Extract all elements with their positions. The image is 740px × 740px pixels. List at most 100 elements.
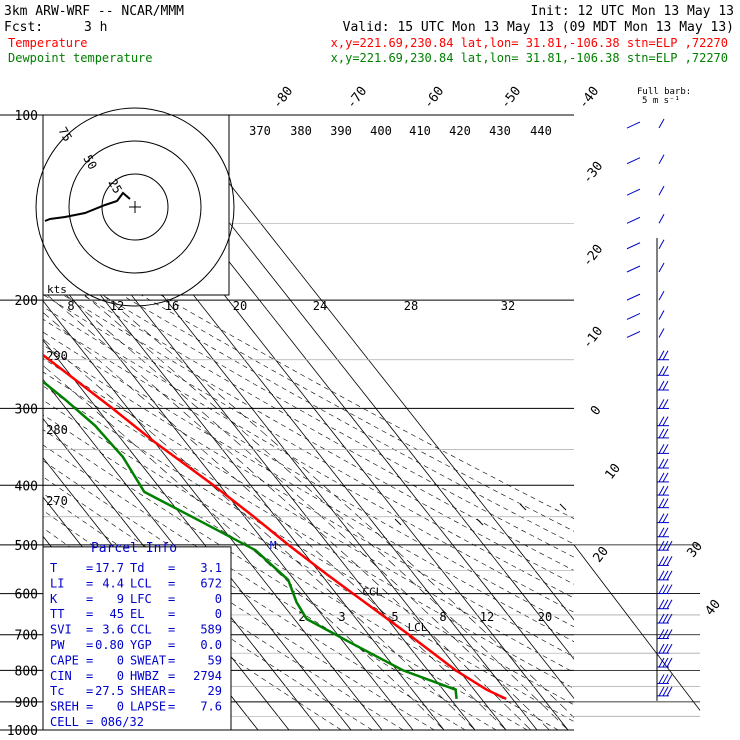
theta-label: 380	[290, 124, 312, 138]
parcel-field-value: 27.5	[95, 684, 124, 698]
parcel-field-value: 0	[117, 700, 124, 714]
profile-annotation: M	[270, 539, 277, 552]
parcel-field-value: 0	[117, 669, 124, 683]
wind-barb	[657, 556, 673, 566]
barb-flag	[658, 498, 665, 508]
pressure-tick-label: 800	[15, 664, 38, 679]
pressure-tick-label: 600	[15, 588, 38, 603]
barb-flag	[662, 444, 669, 454]
barb-flag	[658, 428, 665, 439]
parcel-field-value: 59	[208, 653, 222, 667]
isotherm-label: -80	[270, 84, 296, 112]
wind-barb	[657, 485, 669, 496]
isotherm-label: -50	[498, 84, 524, 112]
hodograph-trace	[44, 191, 131, 222]
wind-barbs	[394, 118, 673, 697]
barb-staff	[626, 121, 641, 129]
mixing-ratio-label: 20	[538, 610, 552, 624]
barb-staff	[626, 312, 641, 320]
wind-barb	[657, 472, 669, 483]
wind-barb	[657, 584, 673, 595]
model-title: 3km ARW-WRF -- NCAR/MMM	[4, 4, 184, 19]
parcel-field-label: SVI	[50, 623, 72, 637]
parcel-equals: =	[168, 700, 175, 714]
barb-flag	[662, 458, 669, 469]
wind-barb	[626, 239, 665, 250]
parcel-field-label: PW	[50, 638, 65, 652]
barb-flag	[658, 584, 665, 594]
barb-flag	[662, 350, 669, 360]
valid-time: Valid: 15 UTC Mon 13 May 13 (09 MDT Mon …	[343, 20, 734, 35]
barb-flag	[658, 570, 665, 581]
isotherm	[43, 261, 414, 730]
parcel-equals: =	[168, 684, 175, 698]
wind-barb	[626, 262, 665, 273]
parcel-field-label: SWEAT	[130, 653, 166, 667]
barb-flag	[666, 629, 673, 639]
barb-flag	[658, 366, 665, 376]
wind-barb	[657, 444, 669, 454]
wind-barb	[657, 498, 669, 509]
mixing-ratio-label: 32	[501, 299, 515, 313]
parcel-equals: =	[168, 592, 175, 606]
barb-flag	[658, 674, 665, 684]
parcel-equals: =	[168, 561, 175, 575]
barb-flag	[658, 472, 665, 483]
theta-label: 440	[530, 124, 552, 138]
wind-barb	[657, 674, 673, 684]
barb-flag	[666, 556, 673, 566]
barb-flag	[658, 540, 665, 551]
parcel-field-value: 0	[215, 607, 222, 621]
barb-flag	[666, 686, 673, 697]
wind-barb	[657, 540, 673, 551]
parcel-field-label: CIN	[50, 669, 72, 683]
barb-flag	[658, 262, 665, 273]
barb-flag	[658, 380, 665, 391]
parcel-equals: =	[86, 561, 93, 575]
pressure-tick-label: 1000	[7, 724, 38, 739]
parcel-field-value: 7.6	[200, 700, 222, 714]
barb-flag	[658, 290, 665, 301]
parcel-field-label: K	[50, 592, 58, 606]
isotherm-label: -70	[344, 84, 370, 112]
theta-label: 370	[249, 124, 271, 138]
mixing-ratio-label: 28	[404, 299, 418, 313]
barb-staff	[626, 157, 641, 165]
isotherm-label: 40	[703, 597, 724, 619]
location-temperature: x,y=221.69,230.84 lat,lon= 31.81,-106.38…	[331, 36, 728, 50]
isotherm-label: 0	[588, 403, 605, 418]
isotherm-label: -10	[580, 324, 606, 352]
wind-barb	[626, 154, 665, 165]
parcel-field-value: 0	[215, 592, 222, 606]
parcel-field-value: 3.6	[102, 623, 124, 637]
mixing-ratio-label: 24	[313, 299, 327, 313]
isotherm-label: -20	[580, 242, 606, 270]
parcel-field-label: LCL	[130, 576, 152, 590]
temperature-profile	[43, 353, 507, 701]
isotherm	[43, 221, 445, 730]
mixing-ratio-label: 12	[480, 610, 494, 624]
isotherm-label: -60	[421, 84, 447, 112]
parcel-field-value: 3.1	[200, 561, 222, 575]
barb-flag	[658, 686, 665, 697]
mixing-ratio-label: 20	[233, 299, 247, 313]
barb-flag	[666, 584, 673, 594]
header: 3km ARW-WRF -- NCAR/MMM Init: 12 UTC Mon…	[4, 4, 734, 106]
isotherm	[174, 115, 574, 621]
parcel-info-title: Parcel Info	[91, 541, 177, 556]
parcel-field-label: Td	[130, 561, 144, 575]
parcel-field-label: T	[50, 561, 57, 575]
parcel-field-value: 0.0	[200, 638, 222, 652]
parcel-equals: =	[168, 653, 175, 667]
pressure-tick-label: 700	[15, 629, 38, 644]
parcel-field-value: 29	[208, 684, 222, 698]
barb-flag	[658, 239, 665, 249]
barb-flag	[662, 485, 669, 496]
parcel-equals: =	[168, 607, 175, 621]
theta-label: 280	[46, 423, 68, 437]
barb-tick	[559, 503, 567, 511]
mixing-ratio-label: 12	[110, 299, 124, 313]
hodograph-ring	[68, 140, 202, 274]
barb-tick	[394, 518, 402, 526]
